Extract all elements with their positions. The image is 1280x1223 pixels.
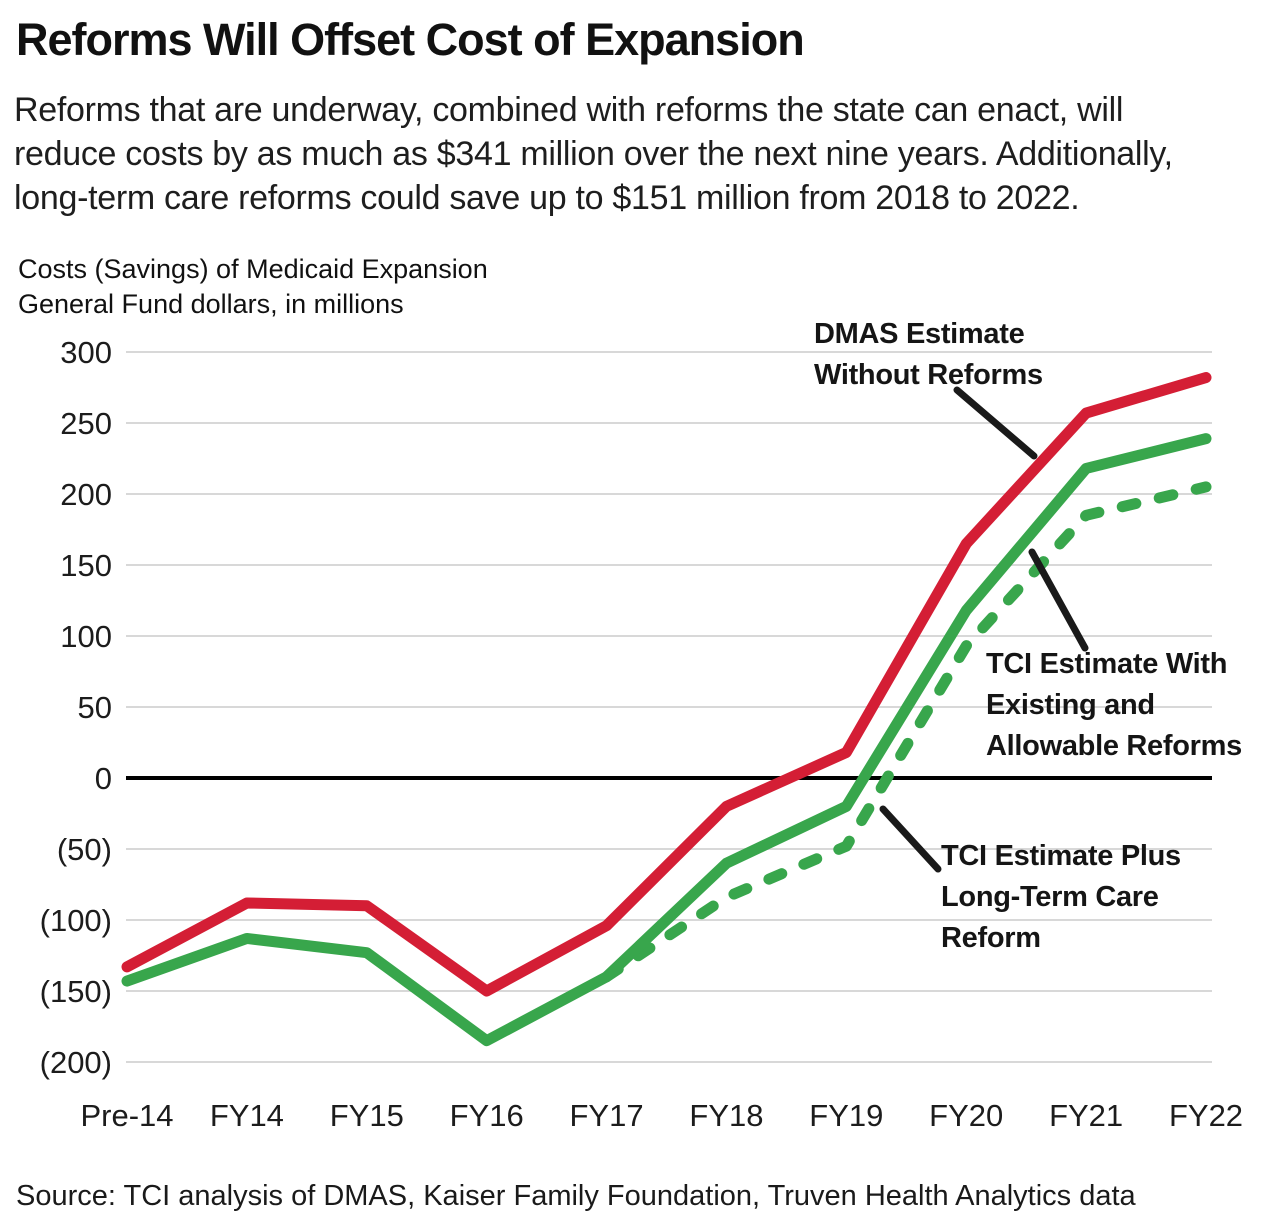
y-tick-label: (150) — [40, 974, 112, 1009]
y-tick-label: 100 — [60, 619, 112, 654]
subtitle-line-3: long-term care reforms could save up to … — [14, 179, 1080, 217]
page-title: Reforms Will Offset Cost of Expansion — [16, 14, 805, 65]
x-tick-label: FY15 — [330, 1098, 404, 1133]
source-attribution: Source: TCI analysis of DMAS, Kaiser Fam… — [16, 1180, 1136, 1212]
series-label-tci-existing-allowable-reforms: TCI Estimate With Existing and Allowable… — [986, 648, 1242, 762]
x-tick-label: FY14 — [210, 1098, 284, 1133]
x-tick-label: FY18 — [689, 1098, 763, 1133]
series-line-dmas — [121, 372, 1212, 997]
leader-line-tci-with — [1028, 548, 1089, 652]
y-tick-label: 0 — [95, 761, 112, 796]
subtitle-line-2: reduce costs by as much as $341 million … — [14, 135, 1173, 173]
x-tick-label: FY22 — [1169, 1098, 1243, 1133]
x-tick-label: FY20 — [929, 1098, 1003, 1133]
leader-line-dmas — [953, 386, 1038, 460]
y-tick-label: (100) — [40, 903, 112, 938]
y-tick-label: (200) — [40, 1045, 112, 1080]
series-label-dmas-without-reforms: DMAS Estimate Without Reforms — [814, 318, 1043, 391]
x-tick-label: FY19 — [809, 1098, 883, 1133]
y-tick-label: 250 — [60, 406, 112, 441]
y-tick-label: 200 — [60, 477, 112, 512]
y-tick-label: 300 — [60, 335, 112, 370]
y-axis-title-line-1: Costs (Savings) of Medicaid Expansion — [18, 254, 488, 284]
series-line-tci-with-reforms — [121, 433, 1212, 1047]
x-tick-label: FY21 — [1049, 1098, 1123, 1133]
series-label-tci-plus-long-term-care: TCI Estimate Plus Long-Term Care Reform — [941, 840, 1181, 954]
chart-subtitle: Reforms that are underway, combined with… — [14, 88, 1276, 220]
y-tick-label: (50) — [57, 832, 112, 867]
y-tick-label: 150 — [60, 548, 112, 583]
y-axis-title-line-2: General Fund dollars, in millions — [18, 289, 404, 319]
leader-line-tci-plus — [879, 805, 942, 873]
x-tick-label: Pre-14 — [80, 1098, 173, 1133]
y-axis-title: Costs (Savings) of Medicaid Expansion Ge… — [18, 252, 718, 322]
x-tick-label: FY16 — [450, 1098, 524, 1133]
subtitle-line-1: Reforms that are underway, combined with… — [14, 91, 1124, 129]
x-tick-label: FY17 — [570, 1098, 644, 1133]
y-tick-label: 50 — [78, 690, 112, 725]
series-line-tci-plus-ltc — [601, 481, 1212, 983]
